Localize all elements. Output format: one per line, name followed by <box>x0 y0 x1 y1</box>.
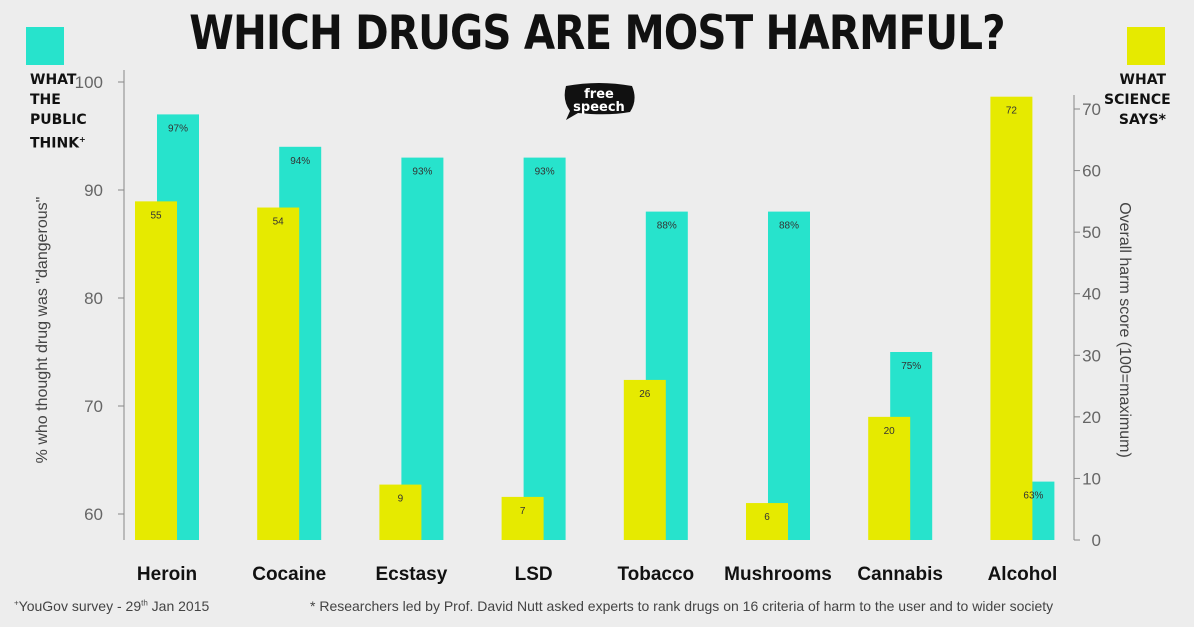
category-label: Ecstasy <box>375 564 447 585</box>
science-bar <box>990 96 1033 541</box>
left-axis-tick-label: 100 <box>75 73 103 92</box>
left-axis-tick-label: 80 <box>84 289 103 308</box>
footnote-marker: + <box>14 598 19 608</box>
public-bar <box>523 157 566 540</box>
category-label: Tobacco <box>617 564 694 585</box>
legend-public-marker: + <box>79 135 86 144</box>
public-bar <box>401 157 444 540</box>
public-data-label: 97% <box>168 123 188 134</box>
right-axis-tick-label: 20 <box>1082 408 1101 427</box>
category-label: LSD <box>515 564 553 585</box>
category-label: Cocaine <box>252 564 326 585</box>
right-axis-tick-label: 30 <box>1082 346 1101 365</box>
right-axis-tick-label: 40 <box>1082 285 1101 304</box>
science-data-label: 55 <box>150 210 162 221</box>
free-speech-logo: free speech <box>558 80 640 120</box>
public-data-label: 94% <box>290 156 310 167</box>
public-data-label: 63% <box>1023 491 1043 502</box>
category-label: Alcohol <box>988 564 1058 585</box>
legend-public-label: WHAT THE PUBLIC THINK+ <box>30 70 87 154</box>
science-data-label: 20 <box>884 426 896 437</box>
category-label: Heroin <box>137 564 197 585</box>
footnote-sup: th <box>141 598 148 608</box>
logo-line1: free <box>584 87 614 102</box>
legend-science-label: WHAT SCIENCE SAYS* <box>1104 70 1171 130</box>
science-bar <box>379 484 422 540</box>
footnote-yougov: +YouGov survey - 29th Jan 2015 <box>14 598 210 614</box>
category-label: Mushrooms <box>724 564 832 585</box>
science-data-label: 9 <box>398 494 404 505</box>
public-data-label: 75% <box>901 361 921 372</box>
public-data-label: 93% <box>412 167 432 178</box>
left-axis-title: % who thought drug was "dangerous" <box>34 197 51 464</box>
legend-public-swatch <box>26 27 64 65</box>
science-bar <box>257 207 300 540</box>
left-axis-tick-label: 70 <box>84 397 103 416</box>
chart-title: WHICH DRUGS ARE MOST HARMFUL? <box>189 6 1005 61</box>
science-data-label: 6 <box>764 512 770 523</box>
legend-public-line: WHAT <box>30 72 77 88</box>
science-data-label: 54 <box>273 217 285 228</box>
left-axis-tick-label: 60 <box>84 505 103 524</box>
science-data-label: 72 <box>1006 106 1018 117</box>
science-bar <box>868 416 911 540</box>
legend-science-line: WHAT <box>1119 72 1166 88</box>
science-bar <box>135 201 177 541</box>
right-axis-tick-label: 60 <box>1082 162 1101 181</box>
science-bar <box>746 503 788 540</box>
legend-science-line: SAYS* <box>1118 112 1166 128</box>
science-data-label: 7 <box>520 506 526 517</box>
science-data-label: 26 <box>639 389 651 400</box>
public-data-label: 93% <box>535 167 555 178</box>
public-data-label: 88% <box>657 221 677 232</box>
public-bar <box>768 211 810 540</box>
category-label: Cannabis <box>857 564 943 585</box>
right-axis-tick-label: 70 <box>1082 100 1101 119</box>
legend-public-line: PUBLIC <box>30 112 87 128</box>
left-axis-tick-label: 90 <box>84 181 103 200</box>
public-data-label: 88% <box>779 221 799 232</box>
right-axis-tick-label: 10 <box>1082 469 1101 488</box>
legend-science-line: SCIENCE <box>1104 92 1171 108</box>
right-axis-tick-label: 50 <box>1082 223 1101 242</box>
legend-public-line: THINK+ <box>30 135 86 152</box>
legend-public-line: THE <box>30 92 61 108</box>
science-bar <box>623 379 666 540</box>
logo-line2: speech <box>573 100 625 115</box>
right-axis-tick-label: 0 <box>1092 531 1101 550</box>
footnote-researchers: * Researchers led by Prof. David Nutt as… <box>310 598 1054 614</box>
right-axis-title: Overall harm score (100=maximum) <box>1116 202 1133 458</box>
legend-science-swatch <box>1127 27 1165 65</box>
science-bar <box>501 496 544 540</box>
